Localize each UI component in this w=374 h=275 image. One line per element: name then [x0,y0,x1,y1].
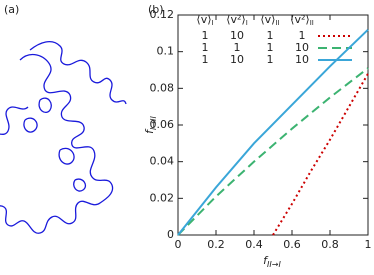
legend-header: ⟨v²⟩I [226,13,248,27]
legend-header-main: ⟨v⟩ [260,13,275,26]
x-tick-label: 0.4 [245,238,263,251]
legend-header-sub: II [310,19,314,27]
legend-value: 10 [295,41,309,54]
legend-value: 10 [295,53,309,66]
legend-header: ⟨v⟩II [260,13,279,27]
y-tick-label: 0.1 [157,45,175,58]
legend-value: 10 [230,29,244,42]
series-line [177,67,369,236]
x-tick-label: 0 [175,238,182,251]
legend-header: ⟨v⟩I [196,13,213,27]
x-axis-label-main: f [263,254,269,267]
y-axis-label-sub: I→II [149,116,158,130]
legend-header-main: ⟨v⟩ [196,13,211,26]
x-tick-label: 0.8 [321,238,339,251]
y-tick-label: 0.08 [150,81,175,94]
x-tick-label: 0.2 [207,238,225,251]
y-tick-label: 0.04 [150,155,175,168]
legend-header-sub: I [246,19,248,27]
legend-header-sub: I [212,19,214,27]
y-axis-label-main: f [143,128,156,134]
random-walk [0,40,127,234]
panel-label: (b) [148,3,164,16]
y-axis-label: fI→II [143,116,158,134]
x-tick-label: 0.6 [283,238,301,251]
legend-value: 1 [267,41,274,54]
y-tick-label: 0.02 [150,191,175,204]
legend-header-main: ⟨v²⟩ [290,13,310,26]
legend-value: 1 [267,29,274,42]
legend-value: 1 [202,41,209,54]
legend-value: 1 [202,53,209,66]
legend-value: 1 [267,53,274,66]
x-axis-label: fII→I [263,254,281,269]
legend-value: 1 [299,29,306,42]
series-line [272,73,369,236]
y-tick-label: 0 [167,228,174,241]
y-tick-label: 0.12 [150,8,175,21]
legend-value: 1 [234,41,241,54]
panel-label: (a) [4,3,19,16]
legend-header: ⟨v²⟩II [290,13,314,27]
x-axis-label-sub: II→I [267,260,281,269]
legend-header-main: ⟨v²⟩ [226,13,246,26]
legend-value: 1 [202,29,209,42]
y-tick-label: 0.06 [150,118,175,131]
x-tick-label: 1 [365,238,372,251]
legend-value: 10 [230,53,244,66]
legend-header-sub: II [275,19,279,27]
